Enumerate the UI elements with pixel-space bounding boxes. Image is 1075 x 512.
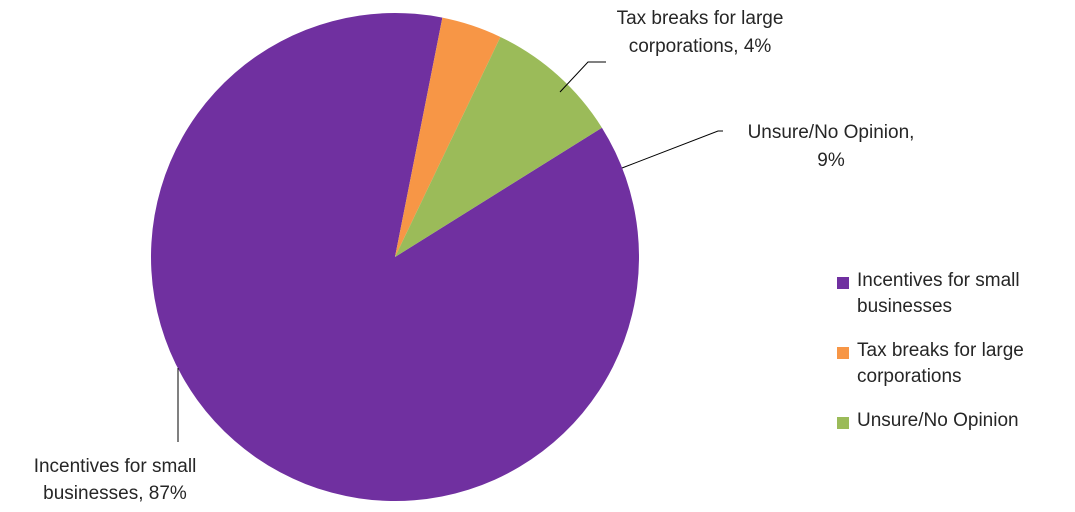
data-label-incentives: Incentives for small <box>34 456 197 477</box>
legend-item-incentives: Incentives for small businesses <box>837 268 1075 320</box>
leader-unsure <box>621 130 723 169</box>
legend-label-line: Tax breaks for large <box>857 340 1024 361</box>
legend-swatch-unsure <box>837 417 849 429</box>
data-label-unsure: 9% <box>817 150 845 171</box>
data-label-tax-breaks: corporations, 4% <box>629 36 772 57</box>
legend-swatch-incentives <box>837 277 849 289</box>
legend-label-line: Unsure/No Opinion <box>857 410 1019 431</box>
pie-slices <box>150 12 639 501</box>
data-label-unsure: Unsure/No Opinion, <box>748 122 915 143</box>
legend-label-line: corporations <box>857 366 962 387</box>
leader-lines <box>177 61 723 442</box>
slice-tax-breaks <box>395 17 501 257</box>
legend-label-line: businesses <box>857 296 953 317</box>
slice-incentives <box>150 12 639 501</box>
slice-unsure <box>395 36 602 257</box>
legend: Incentives for small businesses Tax brea… <box>837 268 1075 452</box>
data-label-tax-breaks: Tax breaks for large <box>617 8 784 29</box>
legend-item-tax-breaks: Tax breaks for large corporations <box>837 338 1075 390</box>
legend-item-unsure: Unsure/No Opinion <box>837 408 1075 434</box>
legend-swatch-tax-breaks <box>837 347 849 359</box>
data-labels: Incentives for small businesses, 87% Tax b… <box>34 8 915 504</box>
legend-label-line: Incentives for small <box>857 270 1020 291</box>
data-label-incentives: businesses, 87% <box>43 483 187 504</box>
leader-tax-breaks <box>559 61 606 93</box>
